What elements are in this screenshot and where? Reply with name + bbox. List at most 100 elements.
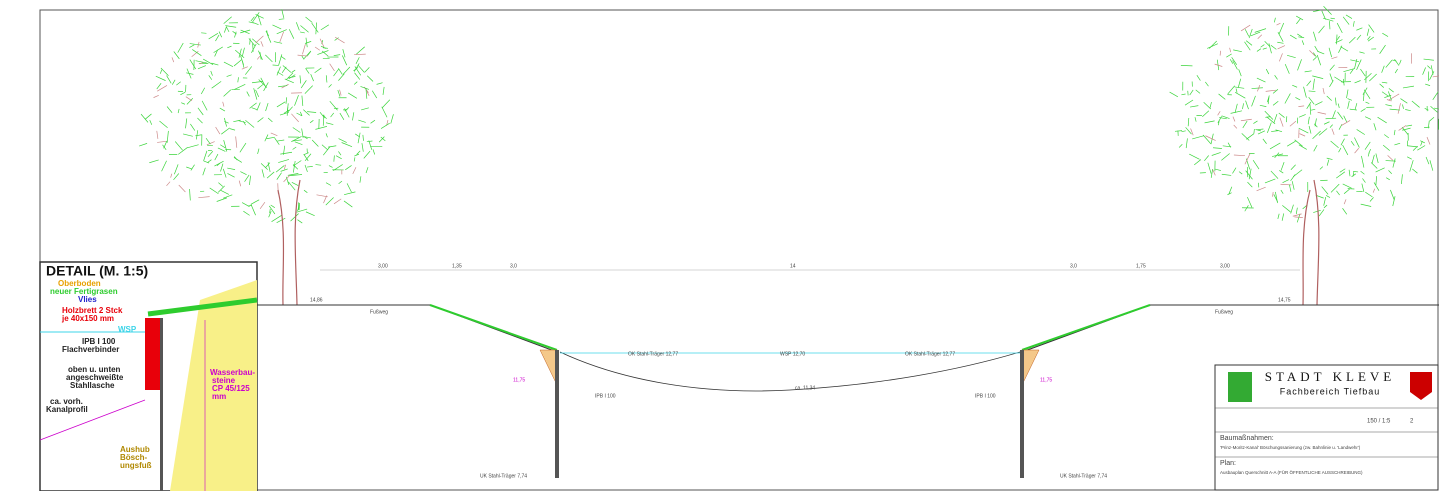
tree-branch	[1189, 105, 1199, 108]
tree-branch	[1402, 127, 1411, 131]
tree-branch	[1295, 97, 1301, 101]
tree-branch	[1312, 9, 1321, 13]
tree-branch	[1238, 69, 1242, 77]
tree-branch	[265, 54, 273, 63]
tree-branch	[197, 107, 204, 116]
tree-branch	[1244, 41, 1251, 51]
tree-branch	[1309, 50, 1316, 57]
tree-branch	[1360, 203, 1372, 207]
tree-branch	[1292, 169, 1303, 178]
tree-branch	[1323, 121, 1330, 125]
tree-branch	[246, 91, 250, 97]
tree-branch	[244, 174, 250, 182]
tree-branch	[1401, 174, 1403, 185]
tree-branch	[233, 59, 242, 67]
tree-branch	[365, 88, 368, 99]
tree-branch	[1205, 135, 1216, 141]
tree-branch	[1271, 153, 1284, 157]
tree-branch	[337, 90, 341, 97]
tree-branch	[319, 38, 325, 48]
tree-branch	[1337, 103, 1340, 109]
walk: Fußweg	[370, 309, 388, 315]
tree-branch	[290, 213, 299, 222]
tree-branch	[1350, 141, 1355, 146]
tree-branch	[198, 196, 210, 199]
tree-branch	[1348, 169, 1351, 177]
tree-branch	[366, 140, 373, 143]
tree-branch	[1286, 140, 1296, 147]
tree-branch	[250, 204, 256, 216]
tree-branch	[1278, 53, 1283, 62]
tree-branch	[226, 74, 232, 77]
tree-branch	[1369, 197, 1374, 202]
tree-branch	[1401, 127, 1409, 136]
tree-branch	[1245, 100, 1249, 110]
project: 'Prinz-Moritz-Kanal' Böschungssanierung …	[1220, 445, 1361, 450]
tree-branch	[1299, 133, 1306, 137]
tree-branch	[1407, 145, 1418, 148]
coat-of-arms	[1410, 372, 1432, 400]
tree-branch	[297, 54, 308, 57]
tree-branch	[1256, 128, 1264, 131]
tree-branch	[258, 50, 263, 60]
level: UK Stahl-Träger 7,74	[480, 473, 527, 479]
tree-branch	[218, 31, 223, 38]
tree-branch	[1347, 98, 1353, 101]
tree-branch	[1329, 64, 1335, 71]
detail-label: oben u. unten	[68, 365, 121, 374]
tree-branch	[202, 167, 206, 176]
tree-branch	[243, 210, 250, 216]
tree-branch	[1400, 98, 1408, 104]
level: OK Stahl-Träger 12,77	[628, 351, 678, 357]
tree-branch	[215, 34, 220, 42]
tree-branch	[1349, 108, 1358, 111]
dim: 3,0	[510, 263, 517, 269]
tree-branch	[1329, 73, 1333, 82]
tree-branch	[300, 25, 309, 33]
tree-branch	[1342, 144, 1349, 156]
tree-branch	[1313, 209, 1321, 213]
tree-branch	[359, 176, 362, 183]
tree-branch	[224, 117, 227, 127]
tree-branch	[329, 63, 335, 72]
tree-branch	[1335, 39, 1343, 44]
tree-branch	[287, 173, 299, 176]
tree-branch	[1364, 116, 1372, 120]
tree-branch	[357, 64, 365, 73]
tree-branch	[161, 160, 167, 172]
tree-branch	[1326, 159, 1330, 166]
tree-branch	[314, 46, 320, 51]
tree-branch	[288, 29, 295, 39]
tree-branch	[1314, 45, 1319, 52]
tree-branch	[354, 66, 362, 76]
tree-branch	[252, 12, 260, 23]
tree-branch	[1245, 170, 1253, 180]
department: Fachbereich Tiefbau	[1280, 386, 1381, 396]
tree-branch	[202, 58, 214, 65]
tree-branch	[1230, 110, 1243, 114]
tree-branch	[283, 109, 290, 114]
tree-branch	[1364, 73, 1372, 81]
detail-label: Flachverbinder	[62, 345, 119, 354]
tree-branch	[1233, 49, 1242, 53]
tree-branch	[303, 154, 309, 162]
tree-branch	[1368, 24, 1375, 33]
tree-branch	[213, 46, 223, 53]
tree-branch	[235, 136, 238, 148]
tree-branch	[1382, 32, 1389, 37]
tree-branch	[1433, 107, 1439, 110]
level: IPB I 100	[975, 393, 996, 399]
tree-branch	[282, 65, 292, 73]
level: OK Stahl-Träger 12,77	[905, 351, 955, 357]
tree-branch	[1212, 147, 1222, 149]
detail-label: IPB I 100	[82, 337, 116, 346]
tree-branch	[356, 46, 365, 55]
tree-branch	[276, 66, 281, 76]
tree-branch	[248, 21, 254, 24]
tree-branch	[304, 41, 312, 44]
tree-branch	[1356, 34, 1362, 40]
tree-branch	[353, 67, 359, 72]
tree-branch	[185, 96, 193, 101]
tree-branch	[1427, 65, 1431, 69]
tree-branch	[325, 133, 328, 138]
